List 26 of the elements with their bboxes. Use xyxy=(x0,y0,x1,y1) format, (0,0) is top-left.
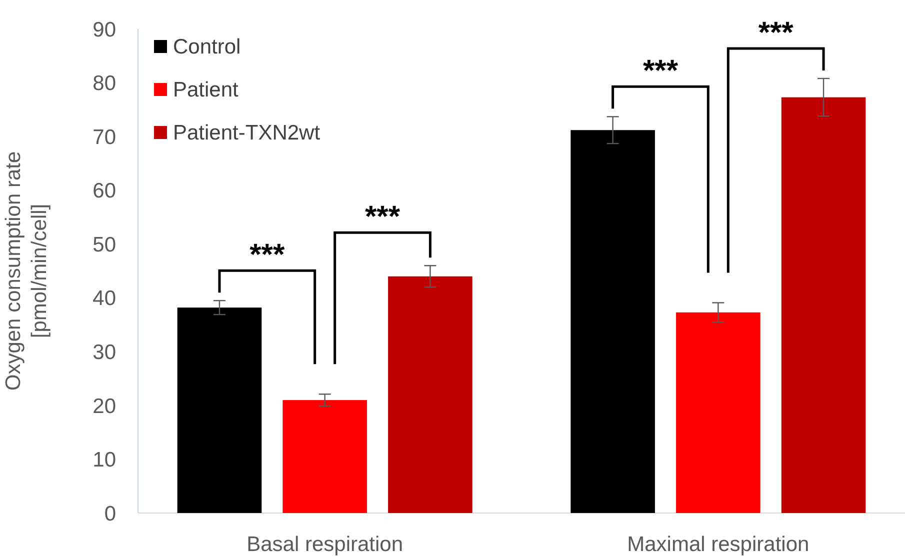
legend-label: Patient-TXN2wt xyxy=(173,121,320,144)
y-axis-title: Oxygen consumption rate [pmol/min/cell] xyxy=(2,151,51,391)
y-tick-label: 0 xyxy=(104,502,116,526)
annotation: *** xyxy=(364,200,400,234)
y-tick-label: 50 xyxy=(92,233,116,256)
legend-label: Control xyxy=(173,35,241,58)
y-tick-label: 20 xyxy=(92,394,116,418)
x-tick-label: Basal respiration xyxy=(246,533,404,556)
annotation: *** xyxy=(250,238,285,272)
y-tick-label: 60 xyxy=(92,180,116,203)
bar xyxy=(781,97,866,513)
bar xyxy=(282,400,367,513)
annotation: *** xyxy=(642,54,678,88)
legend-label: Patient xyxy=(173,78,239,102)
bar xyxy=(177,308,262,513)
y-tick-label: 70 xyxy=(92,126,116,149)
y-tick-label: 30 xyxy=(92,341,116,364)
bar xyxy=(570,130,655,513)
x-tick-label: Maximal respiration xyxy=(627,533,810,556)
y-tick-label: 90 xyxy=(92,18,116,42)
y-tick-label: 80 xyxy=(92,72,116,96)
y-tick-label: 10 xyxy=(92,448,116,472)
y-tick-label: 40 xyxy=(92,287,116,310)
bar xyxy=(388,276,472,513)
bar xyxy=(676,312,760,513)
annotation: *** xyxy=(758,16,794,50)
